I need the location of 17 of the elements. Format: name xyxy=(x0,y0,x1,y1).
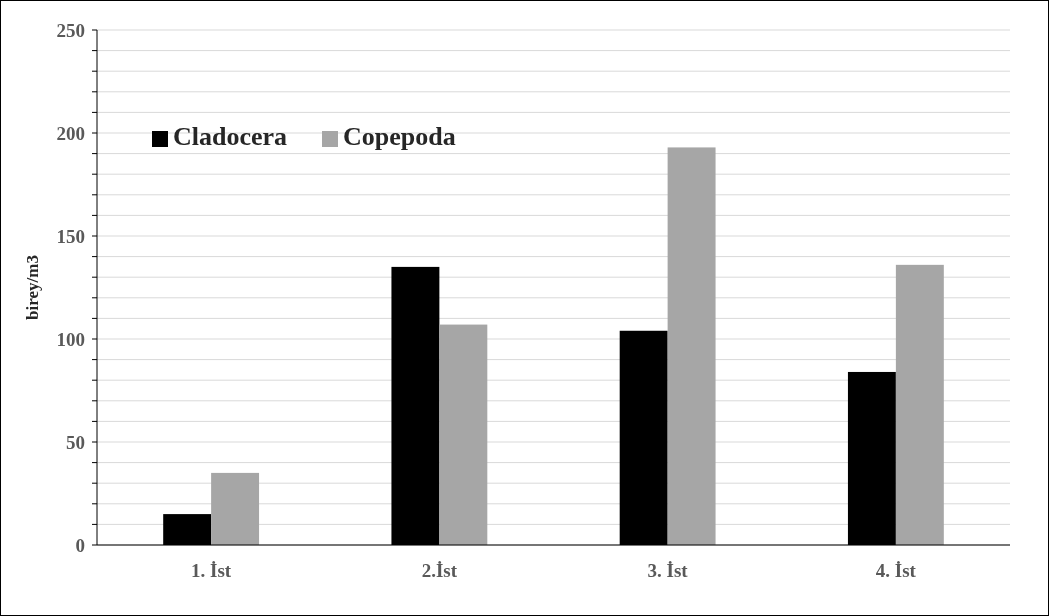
bar xyxy=(439,324,488,545)
legend-label: Copepoda xyxy=(343,122,456,151)
y-tick-label: 150 xyxy=(56,225,85,247)
y-tick-label: 200 xyxy=(56,122,85,144)
y-tick-label: 0 xyxy=(75,534,85,556)
x-tick-label: 1. İst xyxy=(191,560,232,581)
bar xyxy=(211,472,260,545)
y-axis-title: birey/m3 xyxy=(23,255,42,320)
bar xyxy=(667,147,716,545)
legend-label: Cladocera xyxy=(173,122,288,151)
y-tick-label: 100 xyxy=(56,328,85,350)
x-tick-label: 3. İst xyxy=(647,560,689,581)
x-tick-label: 2.İst xyxy=(421,560,458,581)
y-tick-label: 50 xyxy=(66,431,85,453)
bar xyxy=(895,264,944,545)
y-tick-label: 250 xyxy=(56,19,85,41)
x-tick-label: 4. İst xyxy=(875,560,917,581)
